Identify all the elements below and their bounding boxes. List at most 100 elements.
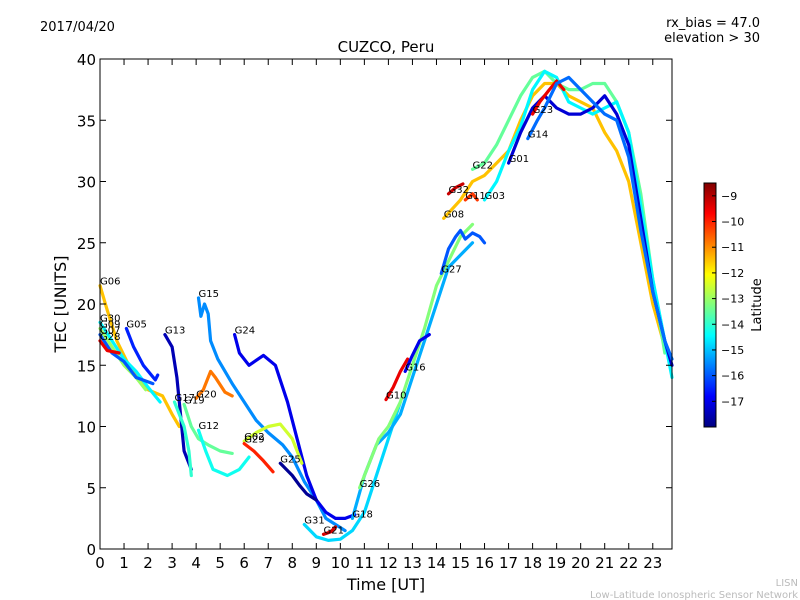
annotation-line-2: elevation > 30 <box>664 31 760 46</box>
series-g22-label: G22 <box>473 160 493 171</box>
x-tick-label: 2 <box>143 554 153 572</box>
series-g05-label: G05 <box>126 320 146 331</box>
x-tick-label: 22 <box>619 554 638 572</box>
x-tick-label: 16 <box>475 554 494 572</box>
series-g08-label: G08 <box>444 209 464 220</box>
x-tick-label: 23 <box>643 554 662 572</box>
colorbar-tick-label: −16 <box>721 370 744 383</box>
x-tick-label: 12 <box>379 554 398 572</box>
series-g27-track <box>439 228 487 275</box>
series-g17-track <box>172 400 193 478</box>
series-g10-label: G10 <box>386 391 406 402</box>
series-g16-label: G16 <box>405 362 425 373</box>
series-g09-label: G09 <box>100 320 120 331</box>
series-g14-track <box>526 75 674 361</box>
series-g28-track <box>98 339 121 355</box>
annotation-line-1: rx_bias = 47.0 <box>666 16 760 31</box>
series-g18-track <box>350 241 475 520</box>
colorbar-tick-label: −11 <box>721 241 744 254</box>
axis-layer: 0 1 2 3 4 5 6 7 8 9 10 11 12 13 14 15 16 17 18 19 20 21 22 2305… <box>77 51 672 572</box>
credit-line-2: Low-Latitude Ionospheric Sensor Network <box>590 590 798 600</box>
series-g20-label: G20 <box>196 389 216 400</box>
x-tick-label: 14 <box>427 554 446 572</box>
x-tick-label: 21 <box>595 554 614 572</box>
series-g29-label: G29 <box>244 435 264 446</box>
series-layer <box>98 69 674 542</box>
series-g12-label: G12 <box>199 421 219 432</box>
x-tick-label: 19 <box>547 554 566 572</box>
colorbar-tick-label: −17 <box>721 395 744 408</box>
series-g13-track <box>163 333 193 471</box>
series-g21-track <box>321 525 338 536</box>
x-tick-label: 17 <box>499 554 518 572</box>
colorbar-tick-label: −13 <box>721 293 744 306</box>
chart-title: CUZCO, Peru <box>338 38 435 56</box>
x-tick-label: 20 <box>571 554 590 572</box>
x-tick-label: 0 <box>95 554 105 572</box>
series-g06-label: G06 <box>100 277 120 288</box>
series-g25-track <box>278 461 318 502</box>
x-tick-label: 7 <box>263 554 273 572</box>
y-tick-label: 0 <box>86 541 96 559</box>
series-g15-label: G15 <box>199 289 219 300</box>
series-g10-track <box>384 357 410 402</box>
plot-frame <box>99 58 673 550</box>
series-g30-track <box>98 320 162 404</box>
series-g21-label: G21 <box>324 525 344 536</box>
colorbar-tick-label: −15 <box>721 344 744 357</box>
series-g31-label: G31 <box>304 516 324 527</box>
x-tick-label: 1 <box>119 554 129 572</box>
series-g26-label: G26 <box>360 479 380 490</box>
series-g17-label: G17 <box>175 393 195 404</box>
series-g03-label: G03 <box>485 191 505 202</box>
series-g25-label: G25 <box>280 454 300 465</box>
series-g28-label: G28 <box>100 332 120 343</box>
series-g24-label: G24 <box>235 326 255 337</box>
colorbar-tick-label: −14 <box>721 318 744 331</box>
series-g02-label: G02 <box>244 432 264 443</box>
series-g18-label: G18 <box>352 509 372 520</box>
y-axis-label: TEC [UNITS] <box>51 256 70 354</box>
series-g08-track <box>442 81 667 349</box>
series-g15-track <box>196 296 347 533</box>
series-g03-track <box>482 69 674 380</box>
series-g14-label: G14 <box>528 130 548 141</box>
series-g09-track <box>98 326 148 392</box>
series-g07-track <box>98 333 155 386</box>
x-tick-label: 3 <box>167 554 177 572</box>
y-tick-label: 25 <box>77 235 96 253</box>
series-g16-track <box>403 333 431 373</box>
series-g11-track <box>463 192 479 202</box>
colorbar-tick-label: −9 <box>721 190 737 203</box>
y-tick-label: 35 <box>77 112 96 130</box>
colorbar <box>703 182 717 428</box>
x-tick-label: 8 <box>287 554 297 572</box>
x-tick-label: 15 <box>451 554 470 572</box>
x-tick-label: 9 <box>312 554 322 572</box>
x-tick-label: 5 <box>215 554 225 572</box>
y-tick-label: 30 <box>77 174 96 192</box>
series-g07-label: G07 <box>100 326 120 337</box>
series-g30-label: G30 <box>100 313 120 324</box>
series-g12-track <box>196 428 251 478</box>
series-g01-label: G01 <box>509 154 529 165</box>
credit-line-1: LISN <box>776 578 798 589</box>
series-g05-track <box>124 326 160 382</box>
colorbar-label: Latitude <box>750 278 765 332</box>
series-g27-label: G27 <box>441 264 461 275</box>
x-tick-label: 6 <box>239 554 249 572</box>
series-g20-track <box>194 369 234 400</box>
y-tick-label: 40 <box>77 51 96 69</box>
x-axis-label: Time [UT] <box>346 575 425 594</box>
series-g23-label: G23 <box>533 105 553 116</box>
series-g31-track <box>302 400 402 542</box>
y-tick-label: 5 <box>86 480 96 498</box>
y-tick-label: 20 <box>77 296 96 314</box>
series-g26-track <box>358 222 475 490</box>
series-g02-track <box>242 422 304 465</box>
series-g13-label: G13 <box>165 326 185 337</box>
series-g24-track <box>233 333 357 520</box>
x-tick-label: 13 <box>403 554 422 572</box>
